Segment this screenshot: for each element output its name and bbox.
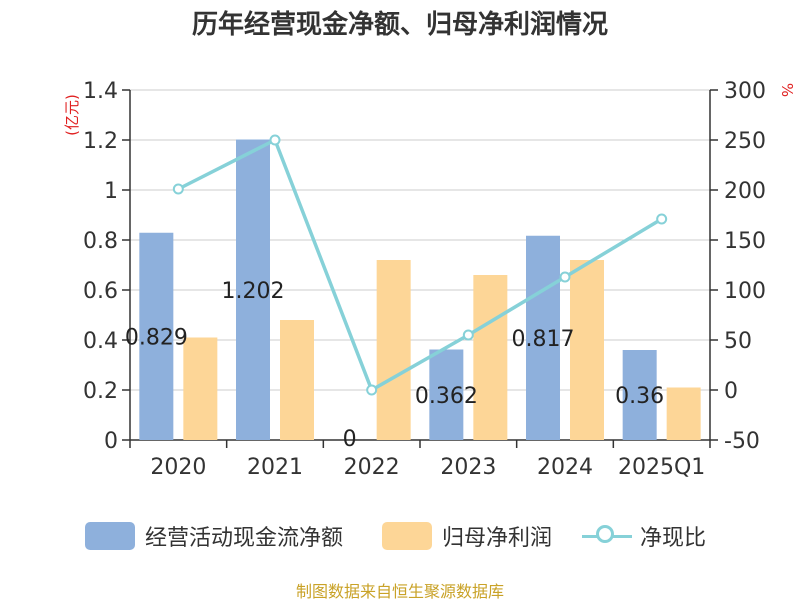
bar-net-profit: [473, 275, 508, 440]
ratio-point: [656, 213, 668, 225]
legend-item-ratio[interactable]: 净现比: [582, 518, 706, 554]
ratio-point: [462, 329, 474, 341]
right-axis-unit: %: [778, 83, 796, 97]
legend-line-icon: [582, 522, 632, 550]
data-label-cash-flow: 0.829: [125, 325, 188, 350]
legend-label-net-profit: 归母净利润: [442, 526, 553, 551]
right-tick-label: 250: [724, 129, 766, 154]
ratio-line: [177, 137, 663, 393]
left-tick-label: 0.6: [83, 279, 118, 304]
legend-label-ratio: 净现比: [640, 526, 707, 551]
left-axis-unit: (亿元): [63, 94, 81, 136]
right-tick-label: 300: [724, 79, 766, 104]
x-tick-label: 2021: [247, 455, 303, 480]
right-tick-label: 50: [724, 329, 752, 354]
legend-label-cash-flow: 经营活动现金流净额: [145, 526, 344, 551]
legend: 经营活动现金流净额 归母净利润 净现比: [0, 518, 800, 554]
ratio-point: [559, 271, 571, 283]
bar-net-profit: [183, 337, 218, 440]
data-label-cash-flow: 0.362: [415, 384, 478, 409]
data-label-cash-flow: 1.202: [222, 279, 285, 304]
bar-cash-flow: [139, 232, 174, 440]
x-tick-label: 2023: [440, 455, 496, 480]
bar-net-profit: [280, 320, 314, 440]
right-tick-label: 150: [724, 229, 766, 254]
bar-net-profit: [666, 387, 701, 440]
bar-cash-flow: [622, 350, 657, 440]
legend-line-marker: [596, 525, 614, 543]
source-note: 制图数据来自恒生聚源数据库: [295, 582, 504, 601]
left-tick-label: 1.2: [83, 129, 118, 154]
legend-swatch-cash-flow: [85, 522, 135, 550]
legend-item-net-profit[interactable]: 归母净利润: [382, 518, 552, 554]
x-tick-label: 2022: [344, 455, 400, 480]
left-tick-label: 0.2: [83, 379, 118, 404]
left-tick-label: 1.4: [83, 79, 118, 104]
bar-net-profit: [570, 260, 604, 440]
x-tick-label: 2024: [537, 455, 593, 480]
left-tick-label: 0: [104, 429, 118, 454]
left-tick-label: 0.8: [83, 229, 118, 254]
bar-cash-flow: [236, 139, 270, 440]
left-tick-label: 1: [104, 179, 118, 204]
right-tick-label: 0: [724, 379, 738, 404]
right-tick-label: 200: [724, 179, 766, 204]
x-tick-label: 2020: [150, 455, 206, 480]
legend-item-cash-flow[interactable]: 经营活动现金流净额: [85, 518, 343, 554]
right-tick-label: -50: [724, 429, 760, 454]
chart-title: 历年经营现金净额、归母净利润情况: [191, 10, 608, 40]
x-tick-label: 2025Q1: [618, 455, 705, 480]
ratio-point: [366, 384, 378, 396]
right-tick-label: 100: [724, 279, 766, 304]
bar-net-profit: [376, 260, 411, 440]
bar-cash-flow: [526, 235, 560, 440]
legend-swatch-net-profit: [382, 522, 432, 550]
ratio-point: [172, 183, 184, 195]
data-label-cash-flow: 0.36: [615, 384, 664, 409]
bar-cash-flow: [429, 349, 464, 440]
data-label-cash-flow: 0: [343, 427, 357, 452]
ratio-point: [269, 134, 281, 146]
data-label-cash-flow: 0.817: [512, 327, 575, 352]
left-tick-label: 0.4: [83, 329, 118, 354]
